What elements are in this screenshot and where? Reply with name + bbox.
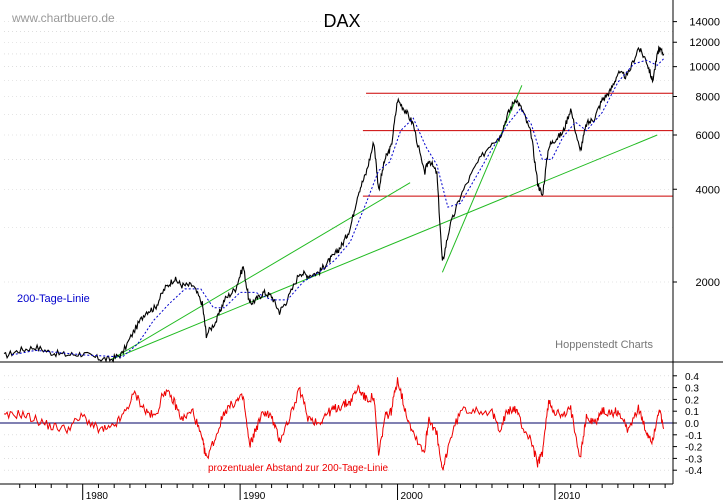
oscillator-axis-tick-label: -0.4 [685, 466, 703, 477]
price-axis-tick-label: 2000 [696, 277, 720, 289]
trend-line [110, 134, 658, 361]
price-axis-tick-label: 14000 [689, 17, 720, 29]
oscillator-panel: -0.4-0.3-0.2-0.10.00.10.20.30.4 prozentu… [0, 362, 703, 484]
price-axis-tick-label: 4000 [696, 184, 720, 196]
price-axis-ticks: 2000 4000 6000 8000 10000 12000 14000 [673, 17, 720, 289]
price-axis-tick-label: 12000 [689, 37, 720, 49]
watermark: www.chartbuero.de [11, 11, 115, 25]
oscillator-axis-tick-label: 0.0 [685, 419, 699, 430]
price-axis-tick-label: 10000 [689, 62, 720, 74]
oscillator-axis-tick-label: 0.4 [685, 372, 699, 383]
x-axis-tick-label: 1990 [243, 491, 266, 502]
chart-title: DAX [323, 11, 360, 31]
oscillator-axis-tick-label: -0.2 [685, 443, 703, 454]
oscillator-axis-tick-label: 0.1 [685, 407, 699, 418]
oscillator-axis-ticks: -0.4-0.3-0.2-0.10.00.10.20.30.4 [673, 372, 703, 477]
price-axis-tick-label: 6000 [696, 130, 720, 142]
oscillator-series [3, 377, 665, 471]
trend-line [110, 182, 411, 361]
ma-legend-label: 200-Tage-Linie [17, 293, 90, 305]
dax-price-line [3, 45, 665, 364]
x-axis-ticks: 1980 1990 2000 2010 [19, 484, 666, 502]
oscillator-axis-tick-label: 0.2 [685, 395, 699, 406]
price-panel: 2000 4000 6000 8000 10000 12000 14000 www.char… [0, 0, 723, 364]
trend-line [441, 85, 523, 273]
price-axis-tick-label: 8000 [696, 92, 720, 104]
x-axis-tick-label: 2010 [558, 491, 581, 502]
x-axis-tick-label: 1980 [86, 491, 109, 502]
x-axis-tick-label: 2000 [401, 491, 424, 502]
oscillator-axis-tick-label: -0.1 [685, 431, 703, 442]
oscillator-line [3, 377, 665, 471]
oscillator-label: prozentualer Abstand zur 200-Tage-Linie [208, 463, 389, 474]
ma-200-line [11, 58, 664, 358]
oscillator-axis-tick-label: 0.3 [685, 384, 699, 395]
price-series [3, 45, 665, 364]
credit-label: Hoppenstedt Charts [555, 339, 653, 351]
trend-lines [110, 85, 658, 361]
oscillator-axis-tick-label: -0.3 [685, 454, 703, 465]
